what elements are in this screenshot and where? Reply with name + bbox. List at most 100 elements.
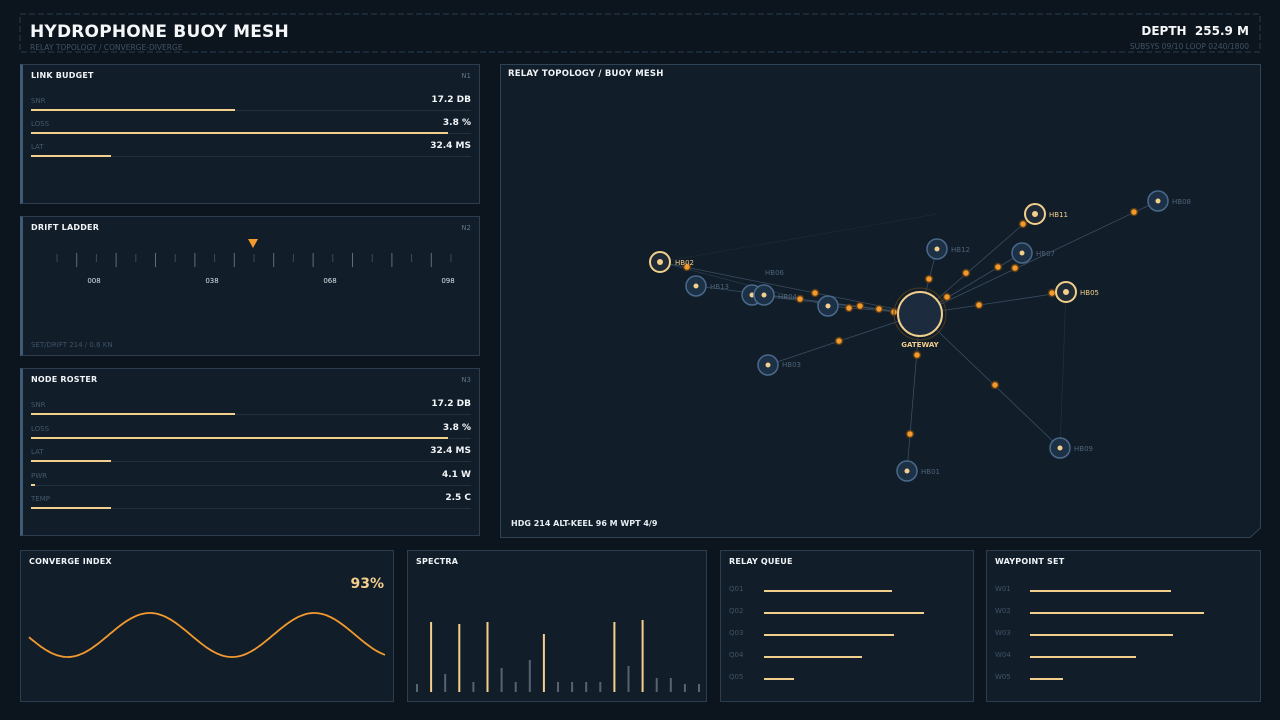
buoy-node-hb11[interactable] [1024,203,1046,225]
topology-panel: HB02 HB06 HB13 HB04 HB03 HB12 HB07 HB11 … [500,64,1261,538]
node-label: HB09 [1074,445,1093,453]
metric-row-pwr: PWR 4.1 W [31,470,471,492]
spectra-bar [542,634,545,692]
drift-ladder-panel: DRIFT LADDER N2 008 038 068 098 SET/DRIFT 2… [20,216,480,356]
spectra-bar [500,668,503,692]
node-label: HB01 [921,468,940,476]
spectra-bar [444,674,447,692]
spectra-bar [528,660,531,692]
metric-value: 3.8 % [442,422,471,433]
queue-label: W04 [995,651,1011,659]
metric-track [31,156,471,157]
queue-row-q02[interactable]: Q02 [729,607,969,619]
node-label: HB02 [675,259,694,267]
buoy-node-hb09[interactable] [1049,437,1071,459]
relay-queue-title: RELAY QUEUE [729,557,793,566]
metric-value: 17.2 DB [431,95,471,105]
buoy-node-hb06[interactable] [817,295,839,317]
converge-index-title: CONVERGE INDEX [29,557,112,566]
queue-bar [764,678,794,680]
waypoint-set-panel: WAYPOINT SET W01 W02 W03 W04 W05 [986,550,1261,702]
queue-label: W02 [995,607,1011,615]
queue-label: W01 [995,585,1011,593]
queue-row-q05[interactable]: Q05 [729,673,969,685]
spectra-bar [472,682,475,692]
spectra-bar [669,678,672,692]
node-roster-title: NODE ROSTER [31,375,98,384]
metric-row-snr: SNR 17.2 DB [31,399,471,421]
gateway-node[interactable] [893,287,947,341]
spectra-bar [557,682,559,692]
buoy-node-hb05[interactable] [1055,281,1077,303]
queue-row-w02[interactable]: W02 [995,607,1255,619]
spectra-panel: SPECTRA [407,550,707,702]
page-title: HYDROPHONE BUOY MESH [30,22,289,42]
metric-bar [31,155,111,157]
queue-label: Q01 [729,585,744,593]
node-label: HB05 [1080,289,1099,297]
queue-row-w04[interactable]: W04 [995,651,1255,663]
queue-row-w05[interactable]: W05 [995,673,1255,685]
spectra-bar [698,684,700,692]
metric-value: 2.5 C [445,493,471,503]
topology-footer: HDG 214 ALT-KEEL 96 M WPT 4/9 [511,519,658,528]
metric-value: 3.8 % [442,118,471,128]
queue-label: Q05 [729,673,744,681]
buoy-node-hb04[interactable] [753,284,775,306]
drift-marker-icon[interactable] [248,239,258,248]
queue-bar [1030,678,1063,680]
metric-row-lat: LAT 32.4 MS [31,446,471,468]
buoy-node-hb01[interactable] [896,460,918,482]
queue-row-q03[interactable]: Q03 [729,629,969,641]
buoy-node-hb12[interactable] [926,238,948,260]
drift-tick-label: 008 [87,277,100,285]
depth-value: 255.9 M [1194,24,1249,38]
buoy-node-hb02[interactable] [649,251,671,273]
buoy-node-hb07[interactable] [1011,242,1033,264]
relay-packets [682,207,1139,439]
node-label: HB11 [1049,211,1068,219]
queue-bar [1030,634,1173,636]
node-roster-panel: NODE ROSTER N3 SNR 17.2 DB LOSS 3.8 % LAT 32.… [20,368,480,536]
metric-track [31,110,471,111]
metric-bar [31,507,111,509]
metric-track [31,461,471,462]
header-frame [19,13,1261,53]
metric-row-lat: LAT 32.4 MS [31,141,471,163]
drift-ladder-tag: N2 [461,224,471,232]
metric-label: LAT [31,448,44,456]
depth-readout: DEPTH 255.9 M [1141,24,1249,38]
buoy-node-hb03[interactable] [757,354,779,376]
buoy-node-hb08[interactable] [1147,190,1169,212]
waypoint-set-title: WAYPOINT SET [995,557,1065,566]
node-label: HB12 [951,246,970,254]
metric-value: 32.4 MS [430,141,471,151]
spectra-title: SPECTRA [416,557,459,566]
spectra-bar [430,622,433,692]
metric-row-loss: LOSS 3.8 % [31,118,471,140]
queue-bar [764,612,924,614]
metric-label: TEMP [31,495,50,503]
converge-wave [28,612,386,658]
metric-label: LOSS [31,424,50,433]
node-label: HB06 [765,269,785,277]
buoy-node-hb13[interactable] [685,275,707,297]
spectra-bar [641,620,644,692]
metric-label: SNR [31,401,46,409]
metric-row-temp: TEMP 2.5 C [31,493,471,515]
queue-label: Q03 [729,629,744,637]
metric-row-snr: SNR 17.2 DB [31,95,471,117]
node-label: HB03 [782,361,801,369]
metric-track [31,484,471,486]
queue-row-w03[interactable]: W03 [995,629,1255,641]
buoy-nodes [649,190,1169,482]
topology-title: RELAY TOPOLOGY / BUOY MESH [508,69,664,79]
metric-label: LAT [31,143,44,151]
queue-row-q04[interactable]: Q04 [729,651,969,663]
spectra-bar [613,622,616,692]
node-label: HB07 [1036,250,1055,258]
queue-row-w01[interactable]: W01 [995,585,1255,597]
queue-row-q01[interactable]: Q01 [729,585,969,597]
spectra-bar [571,682,574,692]
node-roster-tag: N3 [461,376,471,384]
